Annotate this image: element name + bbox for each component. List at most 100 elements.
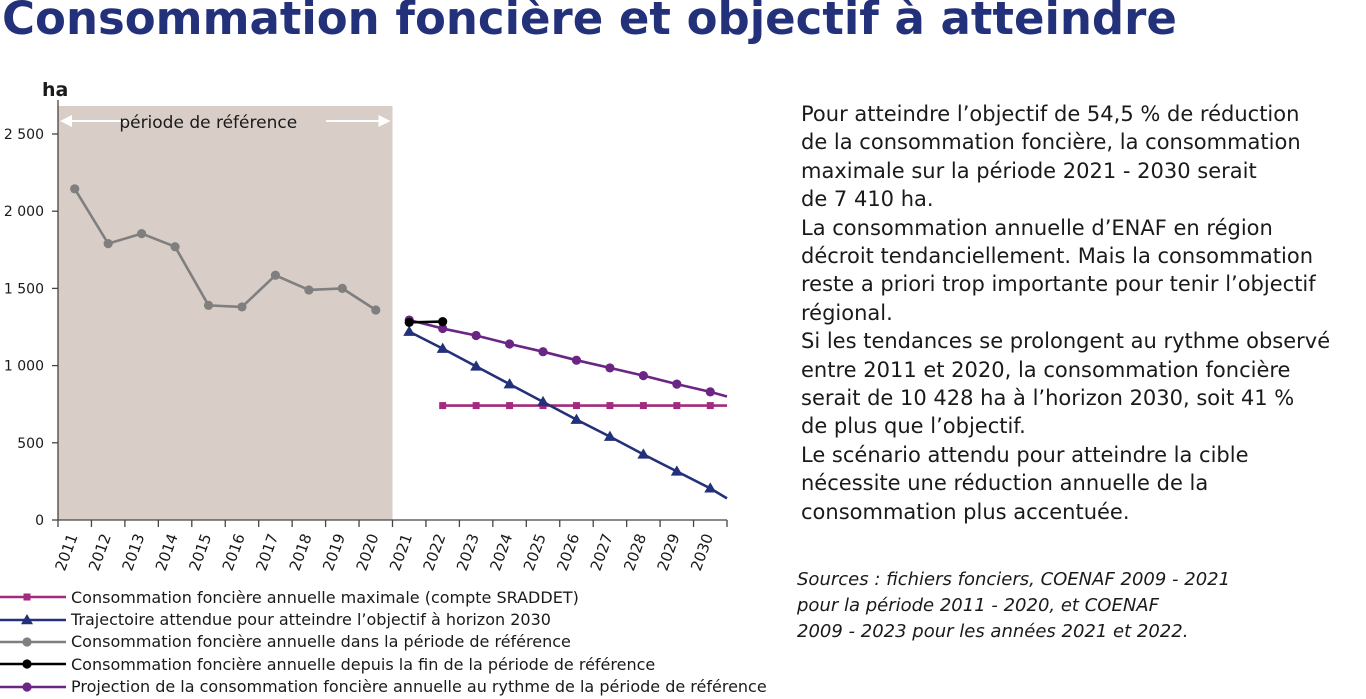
description-line: décroit tendanciellement. Mais la consom… (801, 244, 1314, 269)
description-line: serait de 10 428 ha à l’horizon 2030, so… (801, 386, 1295, 411)
sources-line: 2009 - 2023 pour les années 2021 et 2022… (797, 621, 1189, 642)
legend-label: Consommation foncière annuelle dans la p… (71, 632, 571, 652)
x-tick-label: 2021 (386, 531, 416, 573)
x-tick-label: 2013 (118, 531, 148, 573)
projection-point (705, 387, 715, 397)
legend-swatch-marker (22, 659, 32, 669)
reference-arrow-head-left (60, 115, 72, 127)
description-line: de plus que l’objectif. (801, 414, 1026, 439)
x-tick-label: 2011 (52, 531, 82, 573)
x-tick-label: 2030 (687, 531, 717, 573)
y-tick-label: 1 000 (4, 359, 44, 375)
description-line: régional. (801, 300, 893, 325)
sraddet-point (472, 402, 480, 410)
description-line: de 7 410 ha. (801, 187, 934, 212)
x-tick-label: 2014 (152, 531, 182, 573)
reference-point (70, 184, 80, 194)
projection-point (605, 363, 615, 373)
sraddet-point (439, 402, 447, 410)
x-tick-label: 2023 (453, 531, 483, 573)
x-tick-label: 2020 (353, 531, 383, 573)
x-tick-label: 2024 (486, 531, 516, 573)
legend-swatch-marker (22, 682, 32, 692)
legend-item-since-reference: Consommation foncière annuelle depuis la… (0, 653, 767, 675)
sraddet-point (606, 402, 614, 410)
x-tick-label: 2025 (520, 531, 550, 573)
reference-period-label: période de référence (119, 113, 297, 133)
legend-swatch-square-marker (0, 593, 66, 601)
legend-item-trajectory: Trajectoire attendue pour atteindre l’ob… (0, 608, 767, 630)
legend-item-projection: Projection de la consommation foncière a… (0, 676, 767, 698)
description-line: reste a priori trop importante pour teni… (801, 272, 1316, 297)
reference-series-line (73, 188, 377, 312)
description-line: Si les tendances se prolongent au rythme… (801, 329, 1331, 354)
reference-period-band (58, 106, 393, 520)
y-tick-label: 2 500 (4, 127, 44, 143)
trajectory-point (670, 465, 683, 476)
since-reference-point (404, 317, 414, 327)
legend-label: Consommation foncière annuelle depuis la… (71, 654, 656, 674)
chart-legend: Consommation foncière annuelle maximale … (0, 586, 767, 698)
land-consumption-chart: période de référence ha 0 500 1 000 1 500 2 00… (4, 79, 728, 573)
legend-swatch-circle-marker (0, 637, 66, 647)
reference-arrow-head-right (378, 115, 391, 127)
x-tick-label: 2018 (286, 531, 316, 573)
trajectory-point (537, 395, 550, 407)
trajectory-point (637, 448, 650, 459)
sources-line: pour la période 2011 - 2020, et COENAF (797, 595, 1159, 616)
projection-point (438, 323, 448, 334)
legend-swatch-triangle-marker (0, 613, 66, 624)
x-tick-label: 2012 (85, 531, 115, 573)
legend-label: Projection de la consommation foncière a… (71, 677, 767, 697)
x-tick-label: 2017 (252, 531, 282, 573)
x-tick-label: 2028 (620, 531, 650, 573)
reference-point (337, 283, 347, 293)
since-reference-series-line (409, 320, 443, 324)
reference-point (137, 228, 147, 239)
trajectory-point (570, 413, 583, 424)
sraddet-point (506, 402, 514, 410)
reference-point (304, 285, 314, 295)
legend-item-reference: Consommation foncière annuelle dans la p… (0, 631, 767, 653)
description-line: La consommation annuelle d’ENAF en régio… (801, 215, 1273, 240)
trajectory-point (704, 482, 717, 493)
sraddet-point (639, 402, 647, 410)
projection-point (672, 379, 682, 389)
description-line: Le scénario attendu pour atteindre la ci… (801, 442, 1249, 467)
reference-point (203, 300, 214, 310)
y-tick-label: 500 (17, 436, 44, 452)
sraddet-point (673, 402, 681, 410)
reference-point (371, 305, 381, 315)
sources-line: Sources : fichiers fonciers, COENAF 2009… (797, 569, 1231, 590)
projection-point (638, 371, 648, 381)
legend-label: Consommation foncière annuelle maximale … (71, 587, 579, 607)
y-axis-label: ha (42, 79, 68, 101)
trajectory-point (603, 430, 616, 441)
sraddet-point (706, 402, 714, 410)
reference-point (103, 239, 113, 249)
projection-point (571, 355, 582, 365)
description-line: entre 2011 et 2020, la consommation fonc… (801, 357, 1291, 382)
description-line: consommation plus accentuée. (801, 499, 1130, 524)
description-line: maximale sur la période 2021 - 2030 sera… (801, 158, 1257, 183)
y-tick-label: 1 500 (4, 281, 44, 297)
legend-swatch-circle-marker (0, 682, 66, 692)
x-tick-label: 2029 (654, 531, 684, 573)
x-tick-label: 2015 (185, 531, 215, 573)
projection-point (471, 330, 481, 341)
sraddet-point (572, 402, 580, 410)
legend-label: Trajectoire attendue pour atteindre l’ob… (71, 610, 551, 630)
x-tick-label: 2019 (319, 531, 349, 573)
trajectory-point (403, 325, 416, 336)
trajectory-point (470, 360, 483, 371)
projection-point (504, 339, 515, 349)
projection-point (538, 347, 548, 357)
x-tick-label: 2026 (553, 531, 583, 573)
sources-note: Sources : fichiers fonciers, COENAF 2009… (797, 567, 1230, 645)
trajectory-point (503, 378, 516, 389)
x-tick-label: 2022 (419, 531, 449, 573)
description-line: nécessite une réduction annuelle de la (801, 471, 1209, 496)
x-tick-label: 2027 (587, 531, 617, 573)
y-tick-label: 2 000 (4, 204, 44, 220)
y-tick-label: 0 (35, 513, 44, 529)
